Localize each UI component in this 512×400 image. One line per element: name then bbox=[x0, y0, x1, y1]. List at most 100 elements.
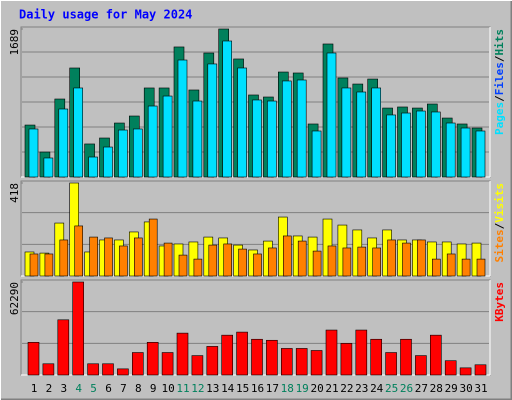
bar bbox=[132, 352, 144, 376]
bar bbox=[280, 348, 293, 376]
bar bbox=[176, 332, 189, 376]
x-tick-label: 18 bbox=[281, 382, 294, 395]
bar bbox=[282, 235, 292, 277]
bar bbox=[251, 338, 263, 376]
bar bbox=[73, 87, 83, 178]
bar bbox=[416, 110, 426, 178]
bar bbox=[238, 248, 247, 277]
x-tick-label: 2 bbox=[46, 382, 53, 395]
bar bbox=[162, 95, 173, 178]
x-tick-label: 4 bbox=[75, 382, 82, 395]
bar bbox=[43, 157, 54, 178]
legend-separator: / bbox=[493, 55, 506, 62]
legend-entry: KBytes bbox=[493, 282, 506, 322]
bar bbox=[431, 258, 441, 277]
bar bbox=[192, 100, 203, 178]
bar bbox=[89, 236, 98, 277]
bar bbox=[295, 348, 308, 376]
bar bbox=[296, 79, 307, 178]
legend-entry: Files bbox=[493, 62, 506, 95]
bar bbox=[445, 122, 456, 178]
bar bbox=[311, 130, 322, 178]
bar bbox=[474, 364, 487, 376]
x-tick-label: 5 bbox=[90, 382, 97, 395]
legend-separator: / bbox=[493, 95, 506, 102]
bar bbox=[325, 329, 338, 376]
bar bbox=[342, 247, 352, 277]
legend-separator: / bbox=[493, 222, 506, 229]
bar bbox=[355, 329, 368, 376]
bar bbox=[460, 127, 471, 178]
x-tick-label: 22 bbox=[340, 382, 353, 395]
bar bbox=[148, 218, 158, 277]
bar bbox=[340, 343, 353, 376]
bar bbox=[42, 363, 55, 376]
x-tick-label: 20 bbox=[310, 382, 323, 395]
bar bbox=[326, 52, 337, 178]
bar bbox=[327, 245, 337, 277]
bar bbox=[356, 91, 367, 178]
bar bbox=[417, 239, 426, 277]
bar bbox=[402, 242, 411, 277]
x-tick-label: 6 bbox=[105, 382, 112, 395]
legend: Pages/Files/Hits bbox=[493, 29, 506, 135]
bar bbox=[429, 334, 442, 376]
x-tick-label: 14 bbox=[221, 382, 235, 395]
bar bbox=[281, 80, 292, 178]
bar bbox=[58, 108, 69, 178]
bar bbox=[459, 367, 472, 376]
legend-entry: Sites bbox=[493, 229, 506, 262]
bar bbox=[147, 105, 158, 178]
x-tick-label: 3 bbox=[60, 382, 67, 395]
bar bbox=[341, 87, 352, 178]
y-tick-label: 418 bbox=[8, 183, 21, 203]
bar bbox=[44, 253, 54, 277]
bar bbox=[430, 111, 441, 178]
bar bbox=[386, 114, 396, 178]
legend: KBytes bbox=[493, 282, 506, 322]
bar bbox=[444, 360, 457, 376]
bar bbox=[253, 253, 262, 277]
bar bbox=[446, 253, 456, 277]
bar bbox=[133, 128, 143, 178]
bar bbox=[222, 40, 232, 178]
bar bbox=[236, 331, 248, 376]
bar bbox=[134, 237, 143, 277]
bar bbox=[371, 87, 382, 178]
chart-title: Daily usage for May 2024 bbox=[19, 8, 192, 22]
legend-entry: Pages bbox=[493, 102, 506, 135]
bar bbox=[161, 352, 174, 376]
x-tick-label: 19 bbox=[296, 382, 309, 395]
bar bbox=[72, 281, 84, 376]
legend: Sites/Visits bbox=[493, 183, 506, 263]
bar bbox=[88, 156, 98, 178]
bar bbox=[146, 342, 159, 376]
bar bbox=[29, 253, 39, 277]
bar bbox=[357, 246, 367, 277]
bar bbox=[268, 247, 277, 277]
x-tick-label: 8 bbox=[135, 382, 142, 395]
x-tick-label: 9 bbox=[150, 382, 157, 395]
x-tick-label: 10 bbox=[161, 382, 174, 395]
bar bbox=[401, 112, 411, 178]
legend-entry: Visits bbox=[493, 183, 506, 223]
bar bbox=[266, 339, 278, 376]
bar bbox=[372, 247, 382, 277]
bar bbox=[267, 100, 277, 178]
bar bbox=[208, 244, 218, 277]
bar bbox=[387, 239, 396, 277]
x-tick-label: 31 bbox=[474, 382, 487, 395]
bar bbox=[103, 146, 113, 178]
x-tick-label: 29 bbox=[445, 382, 458, 395]
bar bbox=[117, 368, 129, 376]
bar bbox=[178, 254, 188, 277]
x-tick-label: 27 bbox=[415, 382, 428, 395]
bar bbox=[207, 63, 218, 178]
x-tick-label: 15 bbox=[236, 382, 249, 395]
x-tick-label: 7 bbox=[120, 382, 127, 395]
x-tick-label: 21 bbox=[325, 382, 338, 395]
bar bbox=[59, 239, 69, 277]
x-tick-label: 13 bbox=[206, 382, 219, 395]
x-tick-label: 25 bbox=[385, 382, 398, 395]
bar bbox=[104, 237, 113, 277]
